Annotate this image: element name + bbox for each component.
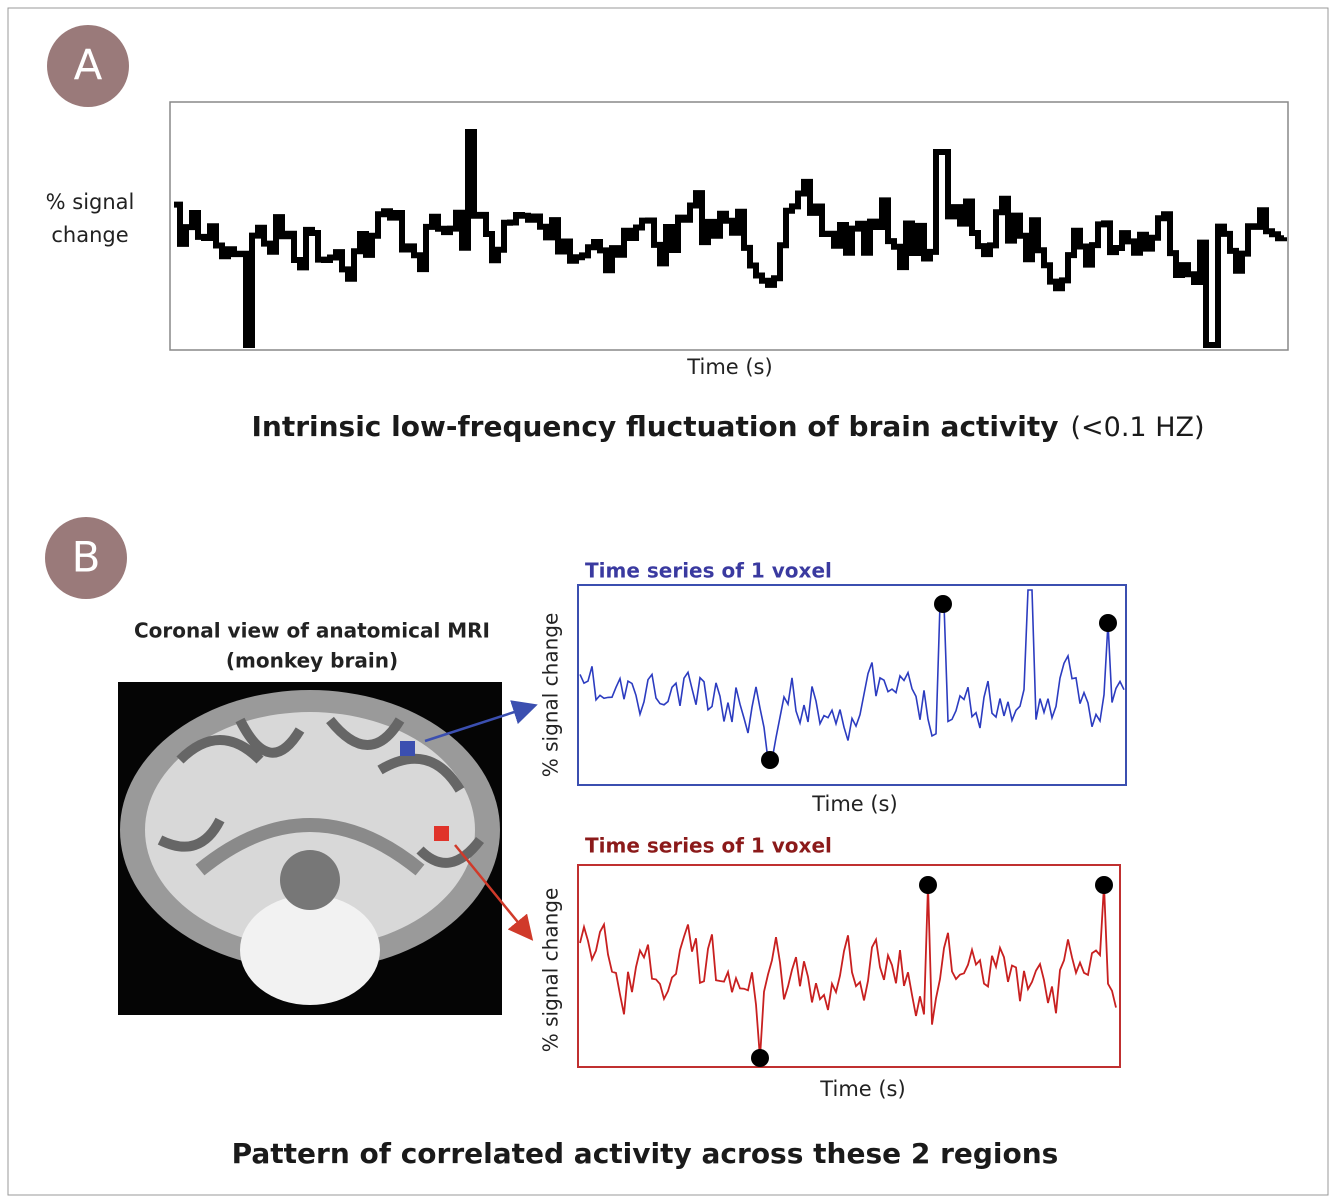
signal-trace — [579, 589, 1125, 761]
x-label: Time (s) — [811, 792, 897, 816]
panel-badge — [47, 25, 129, 107]
signal-trace — [579, 884, 1117, 1059]
y-label: % signal change — [539, 613, 563, 777]
y-label: % signal change — [539, 888, 563, 1052]
panel-label: B — [72, 533, 101, 582]
peak-markers — [751, 595, 1117, 1067]
chart-title: Time series of 1 voxel — [585, 834, 832, 858]
frame — [7, 7, 1329, 1196]
image-caption: (monkey brain) — [226, 649, 398, 673]
x-label: Time (s) — [819, 1077, 905, 1101]
title-note: (<0.1 HZ) — [1071, 412, 1205, 443]
plot-box — [577, 864, 1121, 1068]
panel-label: A — [74, 41, 103, 90]
title-main: Intrinsic low-frequency fluctuation of b… — [251, 410, 1058, 443]
plot-box — [169, 101, 1289, 351]
x-label: Time (s) — [686, 355, 772, 379]
y-label: % signal — [46, 190, 135, 214]
mri-image — [118, 682, 538, 1015]
panel-title: Intrinsic low-frequency fluctuation of b… — [251, 410, 1204, 443]
caption: Pattern of correlated activity across th… — [232, 1137, 1059, 1170]
y-label: change — [51, 223, 128, 247]
plot-box — [577, 584, 1127, 786]
panel-badge — [45, 517, 127, 599]
chart-title: Time series of 1 voxel — [585, 559, 832, 583]
signal-trace — [174, 129, 1287, 348]
image-caption: Coronal view of anatomical MRI — [134, 619, 490, 643]
